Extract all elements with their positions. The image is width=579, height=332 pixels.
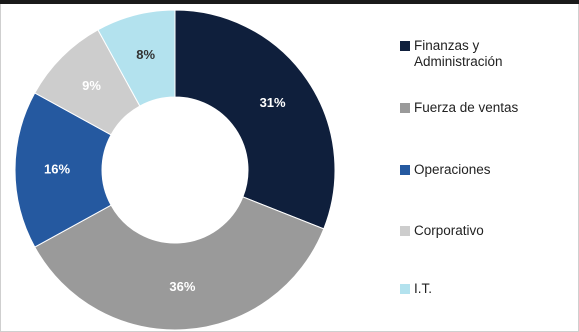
donut-slice-1 xyxy=(34,196,325,331)
legend-item-finanzas: Finanzas y Administración xyxy=(400,38,503,70)
slice-value-label: 8% xyxy=(136,47,155,62)
legend-swatch xyxy=(400,165,410,175)
legend-swatch xyxy=(400,103,410,113)
legend-swatch xyxy=(400,226,410,236)
legend-label: Fuerza de ventas xyxy=(414,100,519,115)
legend-label: Corporativo xyxy=(414,223,484,238)
donut-slices xyxy=(14,9,336,331)
legend-item-fuerza-de-ventas: Fuerza de ventas xyxy=(400,100,518,116)
slice-value-label: 16% xyxy=(44,161,70,176)
donut-slice-4 xyxy=(97,9,176,107)
donut-slice-2 xyxy=(14,92,112,248)
legend-swatch xyxy=(400,284,410,294)
legend-label: Operaciones xyxy=(414,162,491,177)
legend-label: Finanzas y Administración xyxy=(414,38,503,69)
slice-value-label: 31% xyxy=(260,95,286,110)
legend-label: I.T. xyxy=(414,281,433,296)
legend-item-operaciones: Operaciones xyxy=(400,162,491,178)
legend-swatch xyxy=(400,41,410,51)
legend-item-corporativo: Corporativo xyxy=(400,223,484,239)
donut-labels: 31% 36% 16% 9% 8% xyxy=(44,47,286,294)
top-border-rule xyxy=(0,0,579,4)
slice-value-label: 36% xyxy=(169,279,195,294)
legend-item-it: I.T. xyxy=(400,281,432,297)
donut-slice-0 xyxy=(174,9,336,230)
slice-value-label: 9% xyxy=(82,78,101,93)
